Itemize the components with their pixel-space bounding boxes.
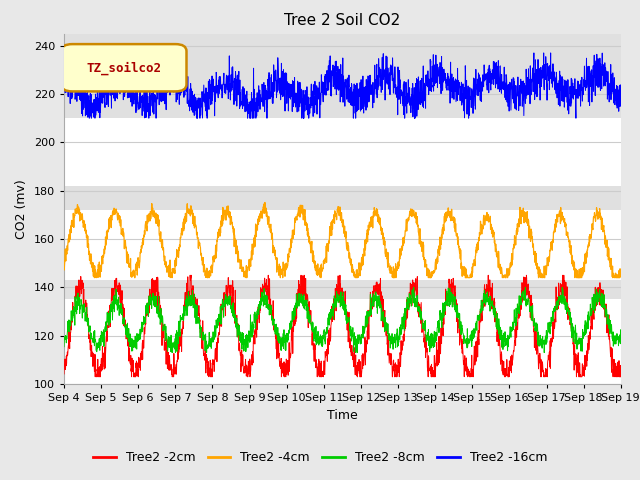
Legend: Tree2 -2cm, Tree2 -4cm, Tree2 -8cm, Tree2 -16cm: Tree2 -2cm, Tree2 -4cm, Tree2 -8cm, Tree…	[88, 446, 552, 469]
Y-axis label: CO2 (mv): CO2 (mv)	[15, 179, 28, 239]
Title: Tree 2 Soil CO2: Tree 2 Soil CO2	[284, 13, 401, 28]
Bar	[64, 280, 621, 300]
X-axis label: Time: Time	[327, 408, 358, 421]
Bar	[64, 186, 621, 210]
FancyBboxPatch shape	[61, 44, 186, 91]
Text: TZ_soilco2: TZ_soilco2	[86, 61, 162, 74]
Bar	[64, 34, 621, 118]
